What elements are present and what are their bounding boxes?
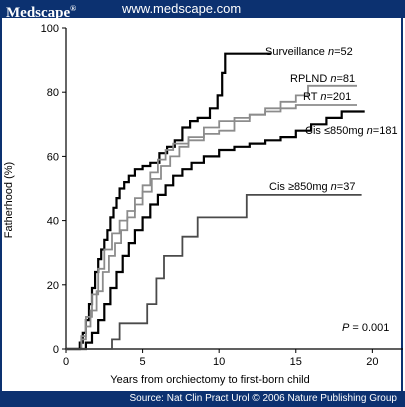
series-line-3 — [66, 104, 357, 350]
plot-area: 0 20 40 60 80 100 0 5 10 15 20 Surveillance n=52 RPL… — [41, 23, 403, 368]
brand-logo[interactable]: Medscape® — [6, 4, 77, 21]
registered-mark: ® — [70, 4, 77, 13]
x-tick-label: 0 — [63, 356, 69, 368]
p-value-annotation: P = 0.001 — [342, 322, 389, 334]
x-tick-label: 5 — [140, 356, 146, 368]
series-label-4: Cis ≤850mg n=181 — [305, 125, 398, 137]
figure-frame — [0, 18, 403, 392]
y-tick-label: 80 — [47, 87, 59, 99]
source-credit: Source: Nat Clin Pract Urol © 2006 Natur… — [129, 393, 398, 404]
x-tick-label: 10 — [213, 356, 225, 368]
series-line-1 — [66, 52, 272, 351]
bottom-banner: Source: Nat Clin Pract Urol © 2006 Natur… — [0, 391, 405, 407]
x-axis-label: Years from orchiectomy to first-born chi… — [110, 374, 310, 386]
series-label-2: RPLND n=81 — [290, 73, 355, 85]
y-tick-label: 0 — [53, 344, 59, 356]
y-tick-label: 100 — [41, 23, 59, 35]
series-label-3: RT n=201 — [303, 91, 351, 103]
y-axis-label: Fatherhood (%) — [3, 162, 15, 238]
series-line-4 — [66, 110, 365, 351]
series-label-1: Surveillance n=52 — [265, 46, 353, 58]
y-tick-label: 40 — [47, 216, 59, 228]
y-tick-label: 60 — [47, 151, 59, 163]
series-label-5: Cis ≥850mg n=37 — [269, 181, 355, 193]
x-tick-label: 20 — [366, 356, 378, 368]
y-tick-label: 20 — [47, 280, 59, 292]
top-banner: Medscape® www.medscape.com — [0, 0, 405, 21]
series-line-5 — [66, 194, 362, 350]
site-url[interactable]: www.medscape.com — [122, 1, 242, 16]
x-tick-label: 15 — [290, 356, 302, 368]
fatherhood-chart: 0 20 40 60 80 100 0 5 10 15 20 Surveillance n=52 RPL… — [3, 23, 403, 386]
